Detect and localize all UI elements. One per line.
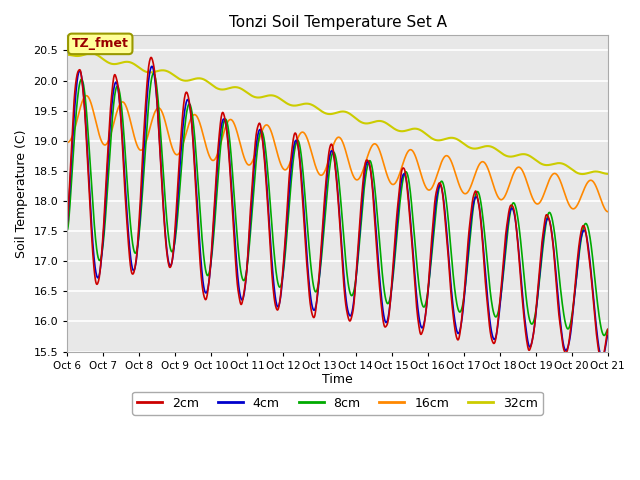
4cm [183,97,191,103]
2cm [63,221,71,227]
8cm [556,281,564,287]
32cm [183,78,191,84]
8cm [289,161,297,167]
8cm [600,333,608,338]
2cm [183,90,191,96]
4cm [556,315,564,321]
32cm [420,130,428,136]
Line: 2cm: 2cm [67,58,608,359]
8cm [150,71,157,76]
8cm [604,327,612,333]
Title: Tonzi Soil Temperature Set A: Tonzi Soil Temperature Set A [228,15,447,30]
32cm [63,52,71,58]
X-axis label: Time: Time [322,373,353,386]
32cm [556,160,564,166]
8cm [509,200,517,206]
2cm [556,321,564,327]
16cm [183,127,191,133]
16cm [63,140,71,145]
4cm [604,333,612,338]
2cm [147,55,155,60]
16cm [420,181,428,187]
32cm [509,154,517,159]
32cm [87,50,95,56]
32cm [289,103,297,108]
16cm [289,151,297,157]
4cm [289,150,297,156]
4cm [598,354,606,360]
2cm [598,356,605,362]
2cm [420,319,428,325]
16cm [276,158,284,164]
16cm [556,178,564,183]
Line: 32cm: 32cm [67,53,608,174]
8cm [63,227,71,233]
32cm [276,96,284,101]
16cm [83,93,90,98]
4cm [420,318,428,324]
4cm [509,208,517,214]
2cm [276,299,284,305]
2cm [509,205,517,211]
32cm [604,171,612,177]
8cm [420,304,428,310]
Line: 4cm: 4cm [67,66,608,357]
Line: 8cm: 8cm [67,73,608,336]
4cm [276,300,284,305]
4cm [148,63,156,69]
16cm [509,171,517,177]
Line: 16cm: 16cm [67,96,608,212]
8cm [183,107,191,113]
2cm [289,139,297,145]
4cm [63,219,71,225]
8cm [276,284,284,290]
Y-axis label: Soil Temperature (C): Soil Temperature (C) [15,129,28,258]
32cm [579,171,586,177]
Text: TZ_fmet: TZ_fmet [72,37,129,50]
Legend: 2cm, 4cm, 8cm, 16cm, 32cm: 2cm, 4cm, 8cm, 16cm, 32cm [132,392,543,415]
16cm [604,209,612,215]
2cm [604,326,612,332]
